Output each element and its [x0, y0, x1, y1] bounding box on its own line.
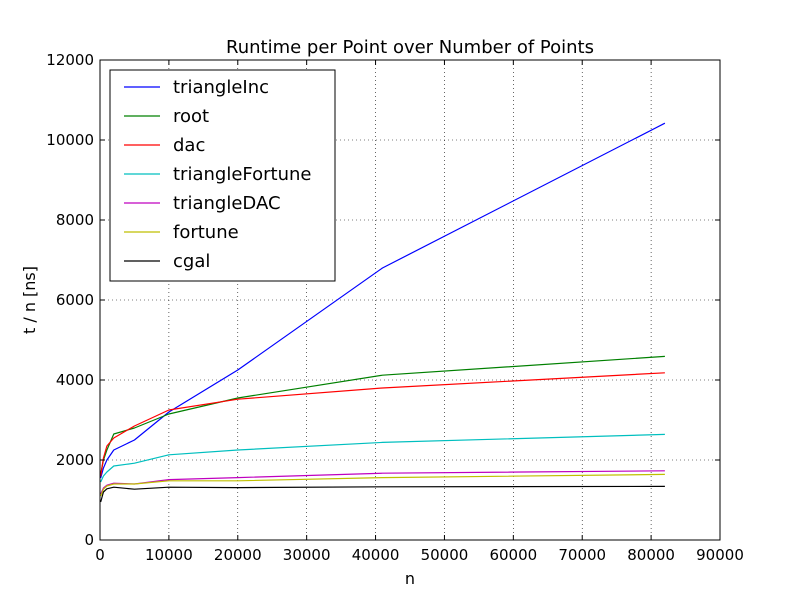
y-axis-label: t / n [ns]: [20, 266, 39, 334]
x-tick-label: 80000: [627, 546, 675, 564]
series-line-triangleFortune: [100, 433, 665, 483]
y-tick-label: 6000: [56, 291, 94, 309]
legend-label-triangleInc: triangleInc: [173, 77, 269, 98]
legend-box: [109, 69, 336, 282]
y-tick-label: 10000: [46, 131, 94, 149]
legend-label-cgal: cgal: [173, 251, 210, 272]
legend-label-dac: dac: [173, 135, 205, 156]
chart-title: Runtime per Point over Number of Points: [226, 37, 594, 58]
y-tick-label: 12000: [46, 51, 94, 69]
y-tick-label: 8000: [56, 211, 94, 229]
series-lines: [100, 122, 666, 503]
x-tick-label: 70000: [558, 546, 606, 564]
series-line-dac: [100, 372, 665, 477]
series-line-triangleInc: [100, 122, 666, 479]
y-tick-label: 4000: [56, 371, 94, 389]
y-tick-label: 0: [84, 531, 94, 549]
x-tick-label: 0: [95, 546, 105, 564]
x-tick-label: 40000: [352, 546, 400, 564]
legend-label-fortune: fortune: [173, 222, 239, 243]
legend-label-triangleDAC: triangleDAC: [173, 193, 281, 214]
series-line-root: [100, 355, 665, 475]
x-tick-label: 20000: [214, 546, 262, 564]
legend-label-triangleFortune: triangleFortune: [173, 164, 311, 185]
x-tick-label: 50000: [421, 546, 469, 564]
x-tick-label: 90000: [696, 546, 744, 564]
x-axis-label: n: [405, 569, 415, 588]
x-tick-label: 60000: [489, 546, 537, 564]
x-tick-label: 10000: [145, 546, 193, 564]
series-line-fortune: [100, 473, 665, 497]
legend-label-root: root: [173, 106, 209, 127]
series-line-cgal: [100, 485, 665, 503]
legend: triangleInc root dac triangleFortune triangl…: [109, 69, 336, 282]
x-tick-label: 30000: [283, 546, 331, 564]
axis-ticks: 0 10000 20000 30000 40000 50000 60000 70000 8000…: [46, 51, 744, 564]
y-tick-label: 2000: [56, 451, 94, 469]
